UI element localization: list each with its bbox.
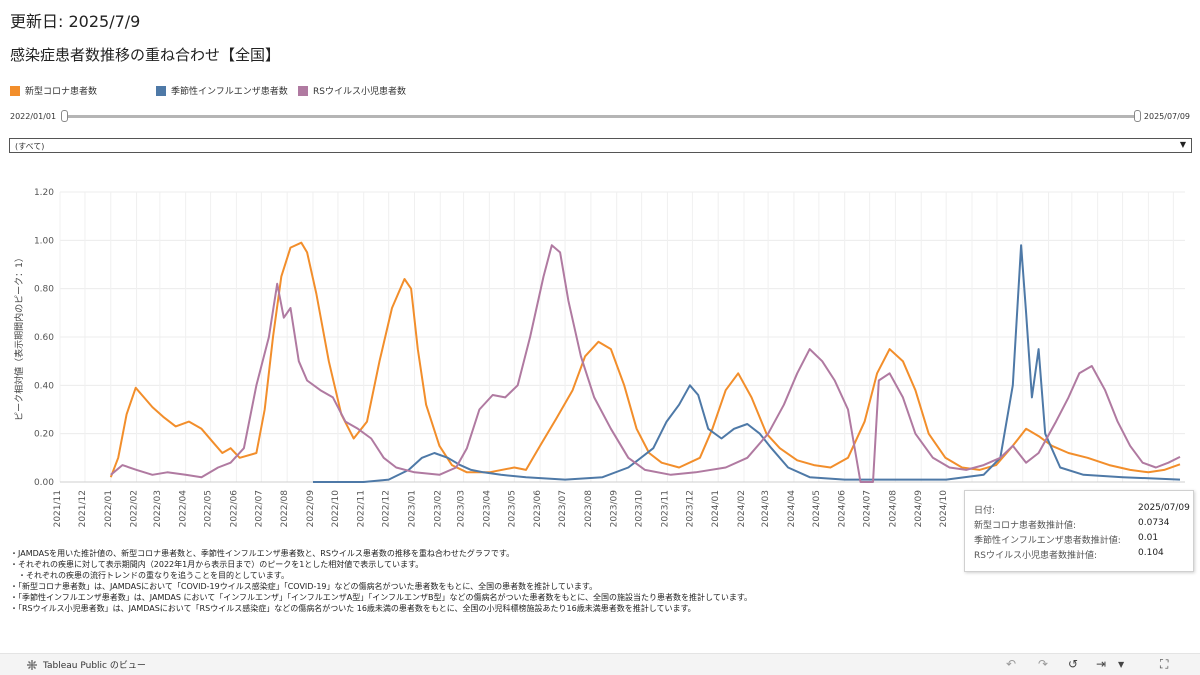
date-range-slider-track[interactable] [62, 115, 1140, 118]
tooltip-value: 0.104 [1138, 548, 1164, 558]
tableau-logo-icon [27, 659, 37, 670]
share-icon[interactable]: ⇥ [1096, 657, 1107, 671]
tooltip-value: 2025/07/09 [1138, 503, 1190, 513]
x-tick-label: 2021/11 [53, 490, 63, 527]
slider-start-label: 2022/01/01 [10, 112, 57, 121]
legend-label-rsv: RSウイルス小児患者数 [313, 87, 406, 97]
x-tick-label: 2022/07 [254, 490, 264, 527]
x-tick-label: 2023/07 [558, 490, 568, 527]
legend-swatch-influenza [156, 85, 166, 96]
x-tick-label: 2024/10 [939, 490, 949, 528]
filter-dropdown-value: (すべて) [15, 142, 45, 151]
x-tick-label: 2022/01 [104, 490, 114, 527]
note-line: ・「新型コロナ患者数」は、JAMDASにおいて「COVID-19ウイルス感染症」… [10, 582, 598, 591]
updated-date: 更新日: 2025/7/9 [10, 12, 141, 31]
legend-swatch-rsv [298, 85, 308, 96]
x-tick-label: 2022/12 [382, 490, 392, 527]
series-line-rsv [110, 244, 1181, 483]
note-line: ・それぞれの疾患に対して表示期間内（2022年1月から表示日まで）のピークを1と… [10, 560, 424, 569]
x-tick-label: 2023/05 [507, 490, 517, 527]
slider-handle-end[interactable] [1134, 110, 1141, 122]
y-tick-label: 0.40 [34, 381, 54, 391]
slider-end-label: 2025/07/09 [1143, 112, 1190, 121]
y-tick-label: 1.00 [34, 236, 54, 246]
tableau-public-link[interactable]: Tableau Public のビュー [26, 658, 146, 671]
x-tick-label: 2023/09 [610, 490, 620, 528]
x-tick-label: 2024/04 [787, 490, 797, 528]
slider-handle-start[interactable] [61, 110, 68, 122]
x-tick-label: 2022/03 [153, 490, 163, 527]
x-tick-label: 2023/02 [433, 490, 443, 527]
x-tick-label: 2022/08 [280, 490, 290, 528]
tooltip-label: 日付: [974, 506, 996, 516]
tooltip-label: 季節性インフルエンザ患者数推計値: [974, 536, 1121, 546]
note-line: ・それぞれの疾患の流行トレンドの重なりを追うことを目的としています。 [10, 571, 289, 580]
x-tick-label: 2023/06 [533, 490, 543, 528]
footer-brand-label: Tableau Public のビュー [43, 661, 146, 671]
tooltip-value: 0.0734 [1138, 518, 1170, 528]
note-line: ・「季節性インフルエンザ患者数」は、JAMDAS において「インフルエンザ」「イ… [10, 593, 753, 602]
x-tick-label: 2022/10 [331, 490, 341, 528]
x-tick-label: 2024/02 [737, 490, 747, 527]
x-tick-label: 2024/07 [863, 490, 873, 527]
revert-icon[interactable]: ↺ [1068, 657, 1079, 671]
x-tick-label: 2023/01 [407, 490, 417, 527]
y-tick-label: 0.80 [34, 285, 54, 295]
fullscreen-icon[interactable]: ⛶ [1160, 657, 1169, 671]
x-tick-label: 2024/09 [914, 490, 924, 528]
legend-item-influenza[interactable]: 季節性インフルエンザ患者数 [156, 84, 288, 97]
note-line: ・「RSウイルス小児患者数」は、JAMDASにおいて「RSウイルス感染症」などの… [10, 604, 696, 613]
y-tick-label: 1.20 [34, 188, 54, 198]
x-tick-label: 2022/11 [357, 490, 367, 527]
page-title: 感染症患者数推移の重ね合わせ【全国】 [10, 46, 281, 64]
note-line: ・JAMDASを用いた推計値の、新型コロナ患者数と、季節性インフルエンザ患者数と… [10, 549, 515, 558]
tooltip: 日付: 2025/07/09 新型コロナ患者数推計値: 0.0734 季節性イン… [964, 490, 1194, 572]
series-line-influenza [313, 244, 1181, 483]
x-tick-label: 2023/12 [685, 490, 695, 527]
y-tick-label: 0.60 [34, 333, 54, 343]
undo-icon[interactable]: ↶ [1006, 657, 1017, 671]
y-tick-label: 0.20 [34, 430, 54, 440]
footer-toolbar: Tableau Public のビュー ↶ ↷ ↺ ⇥ ▼ ⛶ [0, 653, 1200, 675]
legend-item-rsv[interactable]: RSウイルス小児患者数 [298, 84, 406, 97]
redo-icon[interactable]: ↷ [1038, 657, 1049, 671]
x-tick-label: 2023/10 [635, 490, 645, 528]
x-tick-label: 2021/12 [78, 490, 88, 527]
tooltip-value: 0.01 [1138, 533, 1159, 543]
x-tick-label: 2024/03 [761, 490, 771, 527]
line-chart[interactable]: 0.00 0.20 0.40 0.60 0.80 1.00 1.20 2021/11 2021/… [0, 160, 1200, 530]
dropdown-arrow-icon: ▼ [1179, 140, 1186, 149]
x-tick-label: 2022/02 [130, 490, 140, 527]
y-axis-title: ピーク相対値（表示期間内のピーク：1） [13, 253, 25, 421]
x-tick-label: 2023/08 [584, 490, 594, 528]
x-tick-label: 2022/05 [204, 490, 214, 527]
x-tick-label: 2022/06 [229, 490, 239, 528]
x-tick-label: 2024/06 [838, 490, 848, 528]
tooltip-label: RSウイルス小児患者数推計値: [974, 551, 1097, 561]
x-tick-label: 2023/03 [457, 490, 467, 527]
legend-label-covid: 新型コロナ患者数 [25, 87, 98, 97]
x-tick-label: 2024/08 [888, 490, 898, 528]
chart-notes: ・JAMDASを用いた推計値の、新型コロナ患者数と、季節性インフルエンザ患者数と… [10, 548, 910, 614]
x-tick-label: 2024/05 [812, 490, 822, 527]
x-tick-label: 2022/09 [306, 490, 316, 528]
y-tick-label: 0.00 [34, 478, 54, 488]
x-tick-label: 2023/04 [482, 490, 492, 528]
legend-label-influenza: 季節性インフルエンザ患者数 [171, 87, 288, 97]
share-dropdown-icon[interactable]: ▼ [1118, 660, 1125, 669]
tooltip-label: 新型コロナ患者数推計値: [974, 521, 1077, 531]
legend-item-covid[interactable]: 新型コロナ患者数 [10, 84, 97, 97]
x-tick-label: 2023/11 [660, 490, 670, 527]
legend-swatch-covid [10, 85, 20, 96]
series-line-covid [109, 241, 1181, 478]
filter-dropdown[interactable]: (すべて) ▼ [9, 138, 1192, 153]
x-tick-label: 2024/01 [711, 490, 721, 527]
x-tick-label: 2022/04 [179, 490, 189, 528]
